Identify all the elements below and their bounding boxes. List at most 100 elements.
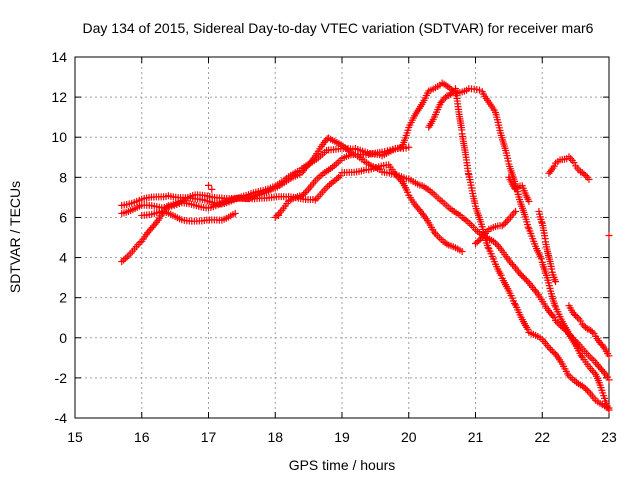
y-tick-label: 12	[51, 89, 67, 105]
track-e-point	[298, 192, 306, 200]
track-a-point	[586, 353, 594, 361]
track-a-point	[596, 364, 604, 372]
track-l-point	[205, 181, 212, 189]
track-d-point	[231, 209, 239, 217]
track-a-point	[549, 312, 557, 320]
y-tick-label: -4	[55, 410, 68, 426]
track-f-point	[582, 385, 590, 393]
track-k-point	[605, 352, 613, 360]
x-tick-label: 19	[334, 429, 350, 445]
track-a-point	[524, 278, 532, 286]
track-f-point	[605, 404, 613, 412]
track-k-point	[578, 320, 586, 328]
track-k-point	[577, 317, 585, 325]
x-tick-label: 18	[267, 429, 283, 445]
track-a-point	[492, 239, 500, 247]
track-c-point	[551, 301, 559, 309]
x-tick-label: 15	[67, 429, 83, 445]
y-axis-title: SDTVAR / TECUs	[7, 181, 23, 293]
track-g-point	[500, 220, 508, 228]
track-k-point	[582, 324, 590, 332]
track-a-point	[518, 271, 526, 279]
track-c-point	[504, 157, 512, 165]
x-tick-label: 23	[601, 429, 617, 445]
track-i-point	[570, 159, 578, 167]
track-a-point	[521, 275, 529, 283]
track-a-point	[148, 224, 156, 232]
track-f-point	[510, 300, 518, 308]
track-f-point	[548, 347, 556, 355]
x-tick-label: 22	[534, 429, 550, 445]
track-b-point	[404, 188, 412, 196]
track-b-point	[396, 176, 404, 184]
track-e-point	[301, 189, 309, 197]
track-g-point	[475, 237, 483, 245]
track-i-point	[578, 169, 586, 177]
track-a-point	[493, 241, 501, 249]
track-a-point	[516, 270, 524, 278]
y-tick-label: -2	[55, 370, 68, 386]
track-b-point	[414, 204, 422, 212]
y-tick-label: 10	[51, 129, 67, 145]
x-axis-title: GPS time / hours	[289, 457, 396, 473]
track-i-point	[550, 162, 558, 170]
track-a-point	[550, 314, 558, 322]
track-a-point	[530, 285, 538, 293]
y-tick-label: 4	[59, 250, 67, 266]
track-a-point	[145, 227, 153, 235]
track-a-point	[598, 366, 606, 374]
track-a-point	[595, 362, 603, 370]
track-l-point	[208, 185, 216, 193]
track-b-point	[324, 182, 332, 190]
y-tick-label: 8	[59, 169, 67, 185]
x-tick-label: 16	[134, 429, 150, 445]
data-points	[118, 79, 613, 414]
track-l-point	[275, 211, 283, 219]
track-k-point	[588, 328, 596, 336]
track-f-point	[583, 386, 591, 394]
track-c-point	[537, 255, 545, 263]
track-j-point	[552, 278, 560, 286]
track-g-point	[477, 235, 485, 243]
y-tick-label: 2	[59, 290, 67, 306]
y-tick-label: 6	[59, 209, 67, 225]
track-k-point	[580, 322, 588, 330]
track-f-point	[550, 349, 558, 357]
track-f-point	[440, 95, 448, 103]
track-f-point	[524, 325, 532, 333]
track-f-point	[578, 382, 586, 390]
track-h-point	[525, 197, 533, 205]
track-f-point	[547, 345, 555, 353]
track-c-point	[564, 327, 572, 335]
track-i-point	[582, 172, 590, 180]
y-tick-label: 14	[51, 49, 67, 65]
track-g-point	[512, 207, 520, 215]
track-f-point	[497, 271, 505, 279]
axis-ticks: 15 16 17 18 19 20 21 22 23 -4 -2 0 2 4 6 8 10 12 14	[51, 49, 617, 445]
track-i-point	[585, 175, 593, 183]
track-b-point	[415, 206, 423, 214]
grid-lines	[75, 57, 609, 418]
track-a-point	[123, 253, 131, 261]
x-tick-label: 17	[201, 429, 217, 445]
track-a-point	[519, 273, 527, 281]
track-a-point	[508, 261, 516, 269]
track-c-point	[524, 223, 532, 231]
track-g-point	[473, 238, 481, 246]
track-g-point	[510, 209, 518, 217]
track-k-point	[587, 327, 595, 335]
track-i-point	[580, 170, 588, 178]
track-b-point	[336, 172, 344, 180]
x-tick-label: 20	[401, 429, 417, 445]
track-k-point	[572, 312, 580, 320]
track-e-point	[405, 143, 413, 151]
track-a-point	[553, 318, 561, 326]
track-a-point	[605, 376, 613, 384]
y-tick-label: 0	[59, 330, 67, 346]
x-tick-label: 21	[468, 429, 484, 445]
chart-title: Day 134 of 2015, Sidereal Day-to-day VTE…	[83, 20, 594, 36]
track-b-point	[458, 248, 466, 256]
track-e-point	[300, 190, 308, 198]
track-j-point	[538, 218, 546, 226]
